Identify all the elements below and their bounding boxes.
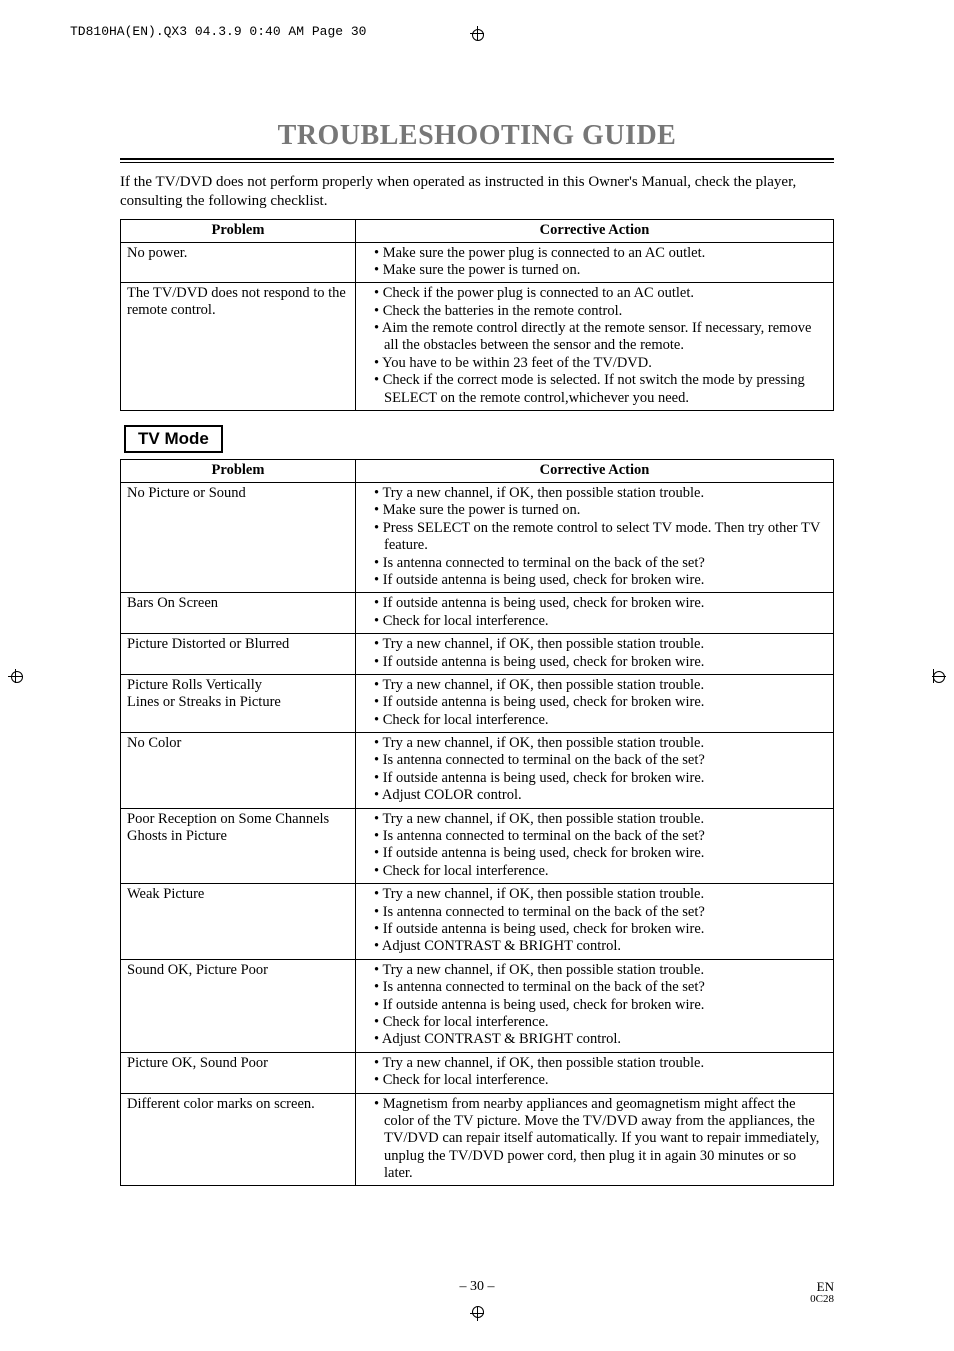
crop-mark-top xyxy=(467,26,487,46)
action-item: Make sure the power plug is connected to… xyxy=(374,245,827,262)
action-cell: Magnetism from nearby appliances and geo… xyxy=(356,1093,834,1186)
action-item: Check for local interference. xyxy=(374,712,827,729)
table-row: The TV/DVD does not respond to the remot… xyxy=(121,283,834,411)
page-footer: – 30 – EN 0C28 xyxy=(120,1279,834,1295)
problem-cell: Bars On Screen xyxy=(121,593,356,634)
tv-mode-heading: TV Mode xyxy=(124,425,223,453)
action-item: Check if the correct mode is selected. I… xyxy=(374,372,827,407)
problem-cell: Picture Distorted or Blurred xyxy=(121,634,356,675)
action-item: If outside antenna is being used, check … xyxy=(374,694,827,711)
action-cell: If outside antenna is being used, check … xyxy=(356,593,834,634)
action-item: Aim the remote control directly at the r… xyxy=(374,320,827,355)
general-troubleshooting-table: Problem Corrective Action No power. Make … xyxy=(120,219,834,412)
table-row: Picture Distorted or Blurred Try a new ch… xyxy=(121,634,834,675)
action-item: Make sure the power is turned on. xyxy=(374,262,827,279)
action-cell: Try a new channel, if OK, then possible … xyxy=(356,733,834,809)
action-cell: Try a new channel, if OK, then possible … xyxy=(356,483,834,593)
action-cell: Try a new channel, if OK, then possible … xyxy=(356,674,834,732)
table-row: Bars On Screen If outside antenna is bein… xyxy=(121,593,834,634)
problem-cell: Poor Reception on Some ChannelsGhosts in… xyxy=(121,808,356,884)
table-row: No Color Try a new channel, if OK, then p… xyxy=(121,733,834,809)
action-item: Try a new channel, if OK, then possible … xyxy=(374,1055,827,1072)
problem-cell: No power. xyxy=(121,242,356,283)
action-item: Make sure the power is turned on. xyxy=(374,502,827,519)
action-item: Check for local interference. xyxy=(374,613,827,630)
col-header-action: Corrective Action xyxy=(356,460,834,483)
action-item: Adjust CONTRAST & BRIGHT control. xyxy=(374,1031,827,1048)
action-cell: Try a new channel, if OK, then possible … xyxy=(356,959,834,1052)
crop-mark-bottom xyxy=(467,1301,487,1321)
problem-cell: No Color xyxy=(121,733,356,809)
action-item: Check if the power plug is connected to … xyxy=(374,285,827,302)
action-item: If outside antenna is being used, check … xyxy=(374,770,827,787)
table-row: Picture Rolls VerticallyLines or Streaks… xyxy=(121,674,834,732)
action-item: If outside antenna is being used, check … xyxy=(374,654,827,671)
action-item: Is antenna connected to terminal on the … xyxy=(374,904,827,921)
action-item: Adjust CONTRAST & BRIGHT control. xyxy=(374,938,827,955)
action-item: Try a new channel, if OK, then possible … xyxy=(374,886,827,903)
problem-cell: No Picture or Sound xyxy=(121,483,356,593)
action-cell: Try a new channel, if OK, then possible … xyxy=(356,808,834,884)
table-row: Picture OK, Sound Poor Try a new channel,… xyxy=(121,1052,834,1093)
action-item: Try a new channel, if OK, then possible … xyxy=(374,962,827,979)
action-item: Adjust COLOR control. xyxy=(374,787,827,804)
action-cell: Check if the power plug is connected to … xyxy=(356,283,834,411)
problem-cell: The TV/DVD does not respond to the remot… xyxy=(121,283,356,411)
action-item: Is antenna connected to terminal on the … xyxy=(374,828,827,845)
action-item: Try a new channel, if OK, then possible … xyxy=(374,677,827,694)
action-item: Is antenna connected to terminal on the … xyxy=(374,752,827,769)
intro-paragraph: If the TV/DVD does not perform properly … xyxy=(120,173,834,211)
problem-cell: Sound OK, Picture Poor xyxy=(121,959,356,1052)
action-item: Press SELECT on the remote control to se… xyxy=(374,520,827,555)
action-item: Check the batteries in the remote contro… xyxy=(374,303,827,320)
action-item: If outside antenna is being used, check … xyxy=(374,997,827,1014)
problem-cell: Picture Rolls VerticallyLines or Streaks… xyxy=(121,674,356,732)
action-item: Try a new channel, if OK, then possible … xyxy=(374,636,827,653)
action-item: If outside antenna is being used, check … xyxy=(374,921,827,938)
page: TD810HA(EN).QX3 04.3.9 0:40 AM Page 30 T… xyxy=(0,0,954,1351)
action-item: Check for local interference. xyxy=(374,1072,827,1089)
title-underline xyxy=(120,158,834,163)
action-item: If outside antenna is being used, check … xyxy=(374,595,827,612)
col-header-problem: Problem xyxy=(121,460,356,483)
action-item: Magnetism from nearby appliances and geo… xyxy=(374,1096,827,1183)
table-row: Poor Reception on Some ChannelsGhosts in… xyxy=(121,808,834,884)
action-item: Try a new channel, if OK, then possible … xyxy=(374,485,827,502)
table-row: No power. Make sure the power plug is con… xyxy=(121,242,834,283)
table-row: Weak Picture Try a new channel, if OK, th… xyxy=(121,884,834,960)
action-item: You have to be within 23 feet of the TV/… xyxy=(374,355,827,372)
col-header-action: Corrective Action xyxy=(356,219,834,242)
action-item: Check for local interference. xyxy=(374,863,827,880)
action-item: Is antenna connected to terminal on the … xyxy=(374,979,827,996)
action-item: Try a new channel, if OK, then possible … xyxy=(374,735,827,752)
page-title: TROUBLESHOOTING GUIDE xyxy=(120,120,834,152)
table-row: No Picture or Sound Try a new channel, if… xyxy=(121,483,834,593)
problem-cell: Weak Picture xyxy=(121,884,356,960)
action-cell: Try a new channel, if OK, then possible … xyxy=(356,884,834,960)
col-header-problem: Problem xyxy=(121,219,356,242)
action-cell: Try a new channel, if OK, then possible … xyxy=(356,634,834,675)
table-row: Different color marks on screen.Magnetis… xyxy=(121,1093,834,1186)
action-cell: Make sure the power plug is connected to… xyxy=(356,242,834,283)
problem-cell: Different color marks on screen. xyxy=(121,1093,356,1186)
action-item: Check for local interference. xyxy=(374,1014,827,1031)
print-header-tag: TD810HA(EN).QX3 04.3.9 0:40 AM Page 30 xyxy=(70,24,366,39)
page-number: – 30 – xyxy=(120,1279,834,1295)
problem-cell: Picture OK, Sound Poor xyxy=(121,1052,356,1093)
action-cell: Try a new channel, if OK, then possible … xyxy=(356,1052,834,1093)
tv-mode-troubleshooting-table: Problem Corrective Action No Picture or … xyxy=(120,459,834,1186)
footer-code: 0C28 xyxy=(810,1293,834,1305)
action-item: Is antenna connected to terminal on the … xyxy=(374,555,827,572)
action-item: Try a new channel, if OK, then possible … xyxy=(374,811,827,828)
crop-mark-right xyxy=(926,666,946,686)
action-item: If outside antenna is being used, check … xyxy=(374,845,827,862)
action-item: If outside antenna is being used, check … xyxy=(374,572,827,589)
crop-mark-left xyxy=(8,666,28,686)
table-row: Sound OK, Picture Poor Try a new channel,… xyxy=(121,959,834,1052)
